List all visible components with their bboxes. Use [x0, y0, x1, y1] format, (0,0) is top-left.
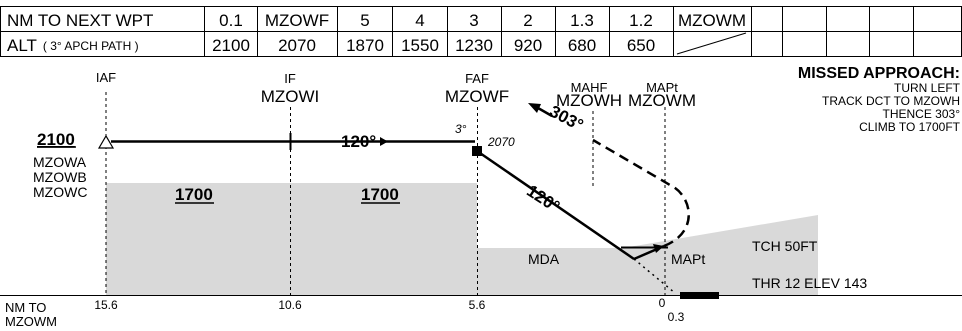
- row2-label: ALT ( 3° APCH PATH ): [7, 36, 139, 55]
- inbound-course-label: 120°: [341, 132, 376, 151]
- waypoint-mzowb: MZOWB: [33, 169, 87, 185]
- table-cell-r2c4: 1550: [401, 36, 439, 55]
- table-cell-r1c2: MZOWF: [265, 11, 329, 30]
- axis-tick-0-3: 0.3: [668, 310, 685, 324]
- table-cell-r2c3: 1870: [346, 36, 384, 55]
- iaf-label: IAF: [96, 70, 116, 85]
- table-cell-r1c8: 1.2: [629, 11, 653, 30]
- axis-tick-5-6: 5.6: [469, 298, 486, 312]
- faf-type-label: FAF: [465, 71, 489, 86]
- final-course-label: 120°: [523, 181, 563, 216]
- table-cell-r2c5: 1230: [455, 36, 493, 55]
- mahf-name-label: MZOWH: [556, 91, 622, 110]
- mahf-type-label: MAHF: [571, 80, 608, 95]
- missed-approach-text: MISSED APPROACH: TURN LEFT TRACK DCT TO …: [798, 65, 961, 134]
- table-cell-r1c3: 5: [360, 11, 369, 30]
- glide-angle-label: 3°: [455, 122, 467, 136]
- mapt-type-label: MAPt: [646, 80, 678, 95]
- fix-labels: IAF IF MZOWI FAF MZOWF MAHF MZOWH MAPt M…: [96, 70, 696, 110]
- mda-area: [477, 248, 623, 295]
- msa-area-1700: [106, 183, 477, 295]
- if-name-label: MZOWI: [261, 87, 320, 106]
- missed-arrow: [528, 103, 541, 113]
- table-cell-r2c2: 2070: [278, 36, 316, 55]
- axis-label-line1: NM TO: [5, 300, 46, 315]
- row2-label-main: ALT: [7, 36, 37, 55]
- waypoint-mzowc: MZOWC: [33, 184, 87, 200]
- missed-line-4: CLIMB TO 1700FT: [859, 120, 961, 134]
- mapt-label: MAPt: [671, 251, 705, 267]
- msa-label-left: 1700: [175, 185, 213, 204]
- tch-label: TCH 50FT: [752, 238, 818, 254]
- runway-bar: [680, 292, 719, 299]
- axis-label-line2: MZOWM: [5, 314, 57, 329]
- missed-approach-path: [592, 138, 690, 248]
- table-cell-r2c6: 920: [514, 36, 542, 55]
- mzowm-alt-slash: [676, 32, 747, 55]
- missed-approach-title: MISSED APPROACH:: [798, 65, 960, 82]
- table-cell-r1c7: 1.3: [570, 11, 594, 30]
- missed-arrow-shaft: [537, 106, 553, 118]
- row1-label: NM TO NEXT WPT: [7, 11, 153, 30]
- table-cell-r2c7: 680: [568, 36, 596, 55]
- missed-approach-surface: [623, 215, 818, 295]
- axis-tick-10-6: 10.6: [278, 298, 302, 312]
- inbound-arrow: [380, 137, 388, 146]
- faf-altitude-label: 2070: [487, 135, 515, 149]
- msa-label-right: 1700: [361, 185, 399, 204]
- missed-line-2: TRACK DCT TO MZOWH: [822, 94, 960, 108]
- missed-line-1: TURN LEFT: [894, 81, 961, 95]
- mda-label: MDA: [528, 251, 560, 267]
- table-text: NM TO NEXT WPT ALT ( 3° APCH PATH ) 0.1 M…: [7, 11, 746, 55]
- final-descent-path: [476, 149, 635, 261]
- mapt-name-label: MZOWM: [628, 91, 696, 110]
- axis-tick-0: 0: [659, 296, 666, 310]
- table-cell-r1c6: 2: [523, 11, 532, 30]
- terrain-areas: [106, 183, 818, 295]
- start-altitude: 2100: [37, 130, 75, 149]
- iaf-triangle-icon: [97, 134, 115, 149]
- if-type-label: IF: [284, 71, 296, 86]
- faf-cross-icon: [472, 146, 482, 156]
- table-cell-r2c8: 650: [627, 36, 655, 55]
- distance-altitude-table: [0, 6, 962, 57]
- distance-axis: NM TO MZOWM 15.6 10.6 5.6 0 0.3: [5, 296, 685, 329]
- table-cell-r1c9: MZOWM: [678, 11, 746, 30]
- table-cell-r1c4: 4: [415, 11, 424, 30]
- row2-label-sub: ( 3° APCH PATH ): [43, 39, 139, 53]
- faf-name-label: MZOWF: [445, 87, 509, 106]
- missed-line-3: THENCE 303°: [883, 107, 961, 121]
- table-cell-r1c5: 3: [469, 11, 478, 30]
- waypoint-mzowa: MZOWA: [33, 154, 87, 170]
- table-cell-r2c1: 2100: [212, 36, 250, 55]
- table-cell-r1c1: 0.1: [219, 11, 243, 30]
- axis-tick-15-6: 15.6: [94, 298, 118, 312]
- threshold-label: THR 12 ELEV 143: [752, 275, 867, 291]
